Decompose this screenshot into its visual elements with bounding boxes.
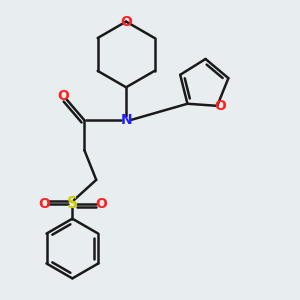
- Text: O: O: [120, 15, 132, 28]
- Text: O: O: [214, 99, 226, 113]
- Text: O: O: [58, 89, 69, 103]
- Text: N: N: [120, 113, 132, 127]
- Text: O: O: [38, 197, 50, 211]
- Text: O: O: [95, 197, 107, 211]
- Text: S: S: [67, 196, 78, 211]
